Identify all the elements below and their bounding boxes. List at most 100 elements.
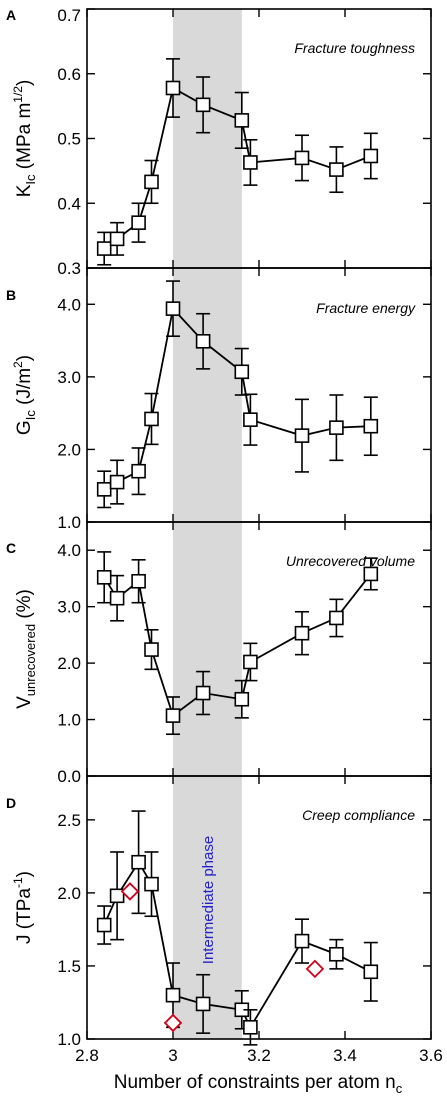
panel-b-ytick-label: 2.0 [57, 440, 81, 459]
intermediate-phase-label: Intermediate phase [200, 836, 217, 964]
panel-d-letter: D [6, 795, 16, 811]
panel-c-ytick-label: 1.0 [57, 711, 81, 730]
data-layer [96, 58, 379, 1046]
panel-a-data-point [131, 215, 146, 230]
panel-c-y-axis-label-sub: unrecovered [23, 624, 38, 696]
panel-b-ytick-label: 4.0 [57, 295, 81, 314]
panel-c-data-point [109, 590, 125, 606]
panel-c-ytick-label: 4.0 [57, 541, 81, 560]
panel-d-xtick-label: 3.2 [247, 1046, 271, 1065]
panel-a-data-point [195, 97, 211, 113]
panel-a-series-0 [96, 58, 379, 266]
panel-c-data-point [363, 566, 379, 582]
panel-c-data-point [144, 642, 159, 657]
panel-d-ytick-label: 1.0 [57, 1030, 81, 1049]
panel-a-data-point [243, 155, 258, 170]
panel-c-shaded-band [173, 522, 242, 776]
panel-a-ytick-label: 0.5 [57, 130, 81, 149]
panel-b-ytick-label: 3.0 [57, 368, 81, 387]
panel-b-data-point [144, 411, 159, 427]
panel-d-y-axis-label-close: ) [14, 871, 35, 877]
panel-c-annotation: Unrecovered volume [286, 553, 415, 569]
panel-a-y-axis-label-close: ) [14, 80, 35, 86]
panel-c-ytick-label: 2.0 [57, 654, 81, 673]
panel-b-data-point [234, 364, 250, 380]
panel-d-diamond-point [120, 882, 140, 901]
panel-d-xtick-label: 3 [168, 1046, 177, 1065]
panel-b-y-axis-label-close: ) [14, 355, 35, 361]
panel-a-y-axis-label-rest: (MPa m [14, 103, 35, 175]
panel-a-y-axis-label: KIc (MPa m1/2) [11, 80, 38, 198]
panel-a-shaded-band [173, 9, 242, 268]
panel-c-letter: C [6, 540, 16, 556]
panel-a-ytick-label: 0.7 [57, 6, 81, 25]
panel-d-diamond-point [163, 1013, 183, 1033]
panel-d-data-point [96, 917, 112, 933]
panel-c-data-point [234, 691, 250, 707]
panel-c-data-point [165, 708, 181, 723]
panel-c-data-point [131, 573, 146, 589]
panel-b-data-point [131, 463, 146, 479]
x-axis-label-main: Number of constraints per atom n [114, 1072, 396, 1093]
panel-a-data-point [294, 150, 310, 166]
shaded-band-layer [173, 9, 242, 1039]
panel-b-y-axis-label: GIc (J/m2) [11, 355, 38, 435]
panel-b-data-point [195, 333, 211, 349]
x-axis-label-sub: c [396, 1081, 403, 1096]
panel-a-ytick-label: 0.3 [57, 259, 81, 278]
panel-c-data-point [195, 685, 211, 701]
panel-c-series-0 [96, 551, 379, 736]
panel-b-data-point [96, 482, 112, 497]
panel-b-y-axis-label-sup: 2 [11, 361, 25, 368]
panel-d-data-point [363, 964, 379, 980]
panel-d-ytick-label: 2.0 [57, 884, 81, 903]
panel-d-y-axis-label: J (TPa-1) [11, 871, 35, 944]
panel-d-data-point [144, 876, 159, 892]
panel-d-data-point [294, 933, 310, 949]
panel-b-data-point [329, 420, 344, 435]
panel-b-letter: B [6, 287, 16, 303]
panel-b-y-axis-label-main: G [14, 420, 35, 435]
panel-d-annotation: Creep compliance [302, 807, 415, 823]
panel-b-data-point [165, 301, 181, 316]
panel-b-ytick-label: 1.0 [57, 513, 81, 532]
panel-b-data-point [294, 428, 310, 443]
x-axis-label: Number of constraints per atom nc [114, 1072, 403, 1096]
panel-a-y-axis-label-sup: 1/2 [11, 86, 25, 103]
panel-a-data-point [165, 80, 181, 96]
panel-a-ytick-label: 0.6 [57, 65, 81, 84]
panel-b-annotation: Fracture energy [316, 300, 416, 316]
panel-d-diamond-point [305, 959, 325, 979]
panel-b-shaded-band [173, 268, 242, 522]
panel-b-series-0 [96, 280, 379, 509]
panel-b-data-point [363, 418, 379, 434]
panel-c-y-axis-label: Vunrecovered (%) [14, 589, 38, 709]
panel-a-y-axis-label-main: K [14, 184, 35, 197]
panel-b-data-point [109, 474, 125, 490]
panel-a-data-point [109, 231, 125, 247]
panel-d-data-point [131, 854, 146, 870]
panel-d-data-point [109, 888, 125, 904]
panel-d-xtick-label: 2.8 [75, 1046, 99, 1065]
panel-d-series-0 [96, 810, 379, 1046]
panel-d-xtick-label: 3.4 [333, 1046, 357, 1065]
panel-b-y-axis-label-rest: (J/m [14, 368, 35, 410]
panel-c-ytick-label: 3.0 [57, 598, 81, 617]
panel-c-y-axis-label-rest: (%) [14, 589, 35, 624]
panel-c-data-point [329, 610, 344, 626]
panel-c-y-axis-label-main: V [14, 696, 35, 709]
panel-d-data-point [243, 1020, 258, 1035]
panel-a-y-axis-label-sub: Ic [23, 174, 38, 185]
panel-b-data-point [243, 412, 258, 427]
panel-c-ytick-label: 0.0 [57, 767, 81, 786]
panel-a-data-point [363, 148, 379, 164]
panel-a-data-point [329, 162, 344, 177]
panel-a-data-point [144, 174, 159, 190]
panel-d-xtick-label: 3.6 [419, 1046, 443, 1065]
panel-c-data-point [243, 654, 258, 670]
panel-d-y-axis-label-main: J (TPa [14, 888, 35, 944]
panel-a-ytick-label: 0.4 [57, 194, 81, 213]
panel-c-data-point [96, 570, 112, 585]
